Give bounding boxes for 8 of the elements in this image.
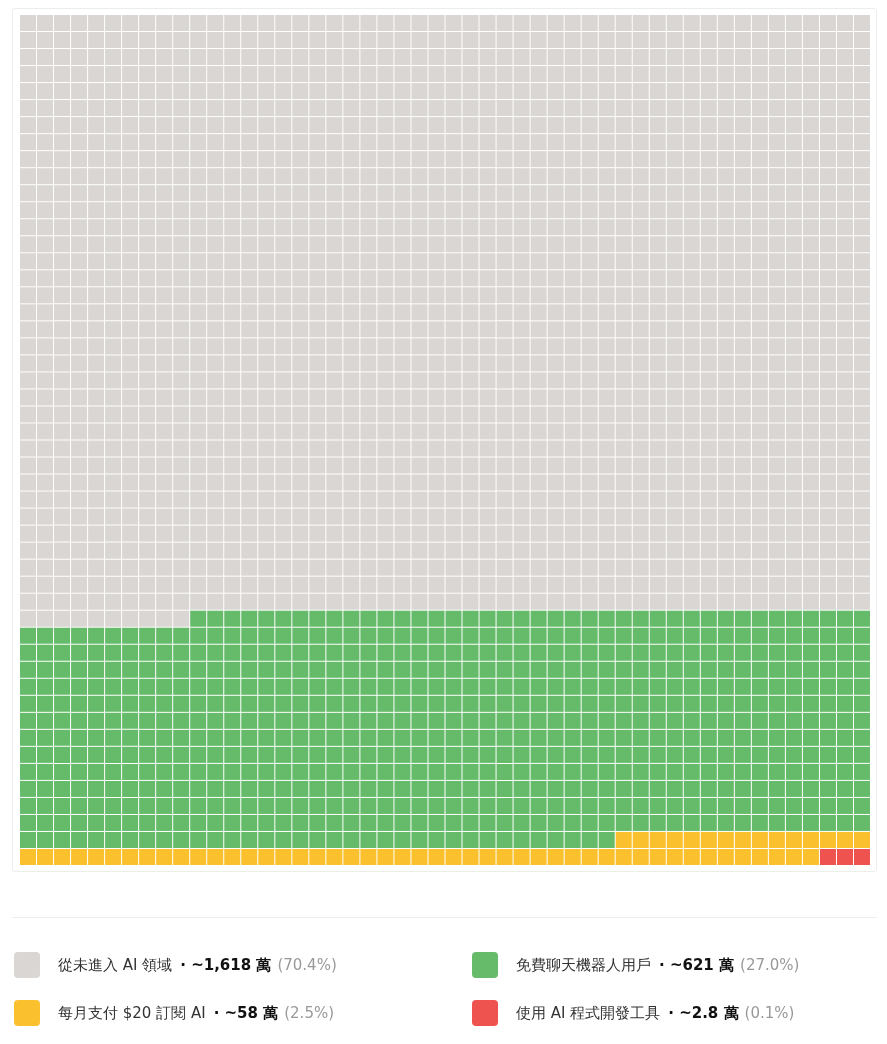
category-label: 免費聊天機器人用戶 — [516, 955, 651, 975]
data-label: · ~58 萬 (2.5%) — [213, 1003, 335, 1023]
category-label: 從未進入 AI 領域 — [58, 955, 173, 975]
data-label: · ~1,618 萬 (70.4%) — [180, 955, 337, 975]
data-label: · ~621 萬 (27.0%) — [659, 955, 800, 975]
category-label: 使用 AI 程式開發工具 — [516, 1003, 661, 1023]
category-label: 每月支付 $20 訂閱 AI — [58, 1003, 206, 1023]
data-label: · ~2.8 萬 (0.1%) — [668, 1003, 795, 1023]
